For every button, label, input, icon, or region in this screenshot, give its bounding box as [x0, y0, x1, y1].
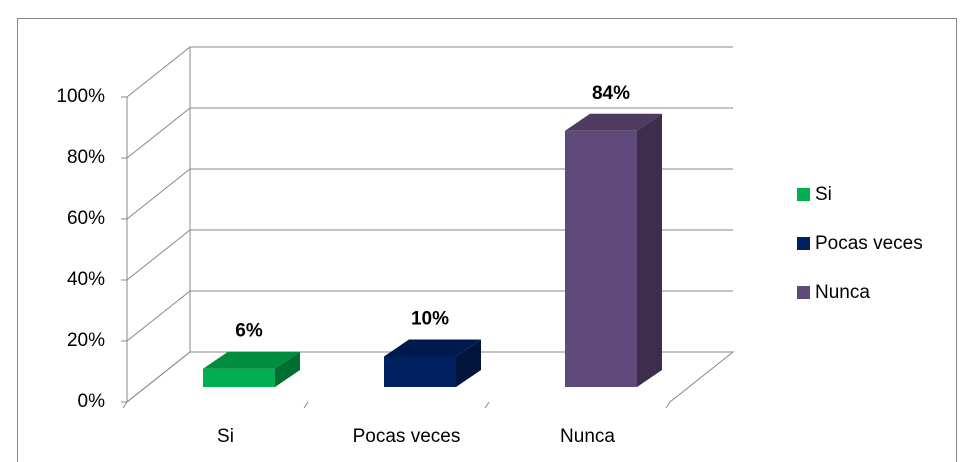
bar-side: [456, 339, 481, 387]
bar-front: [565, 130, 637, 388]
bar-front: [203, 368, 275, 387]
grid-line: [126, 168, 733, 220]
legend-swatch: [797, 286, 810, 299]
value-label: 10%: [411, 309, 449, 330]
bar: [203, 351, 300, 387]
bar-side: [637, 113, 662, 388]
grid-line: [126, 46, 733, 98]
legend-swatch: [797, 237, 810, 250]
y-tick-label: 40%: [67, 269, 105, 290]
y-tick-label: 80%: [67, 147, 105, 168]
x-tick: [665, 401, 671, 409]
grid-line: [126, 290, 733, 342]
y-tick-label: 0%: [78, 391, 106, 412]
x-tick-label: Pocas veces: [353, 426, 461, 447]
grid-line: [126, 107, 733, 159]
value-label: 84%: [592, 83, 630, 104]
bar: [384, 339, 481, 387]
x-tick-label: Si: [217, 426, 234, 447]
legend-label: Nunca: [815, 282, 870, 303]
bar-front: [384, 356, 456, 387]
x-tick-label: Nunca: [560, 426, 615, 447]
grid-line: [126, 229, 733, 281]
chart-frame: [17, 18, 957, 462]
x-tick: [122, 401, 128, 409]
legend-label: Pocas veces: [815, 233, 923, 254]
y-tick-label: 100%: [56, 86, 105, 107]
y-tick-label: 20%: [67, 330, 105, 351]
bar-top: [203, 351, 300, 369]
bar-side: [275, 351, 300, 387]
bar: [565, 113, 662, 388]
bar-top: [565, 113, 662, 131]
x-tick: [484, 401, 490, 409]
value-label: 6%: [235, 321, 263, 342]
grid-line: [126, 351, 733, 403]
y-tick-label: 60%: [67, 208, 105, 229]
bar-top: [384, 339, 481, 357]
legend-swatch: [797, 188, 810, 201]
x-tick: [303, 401, 309, 409]
legend-label: Si: [815, 184, 832, 205]
